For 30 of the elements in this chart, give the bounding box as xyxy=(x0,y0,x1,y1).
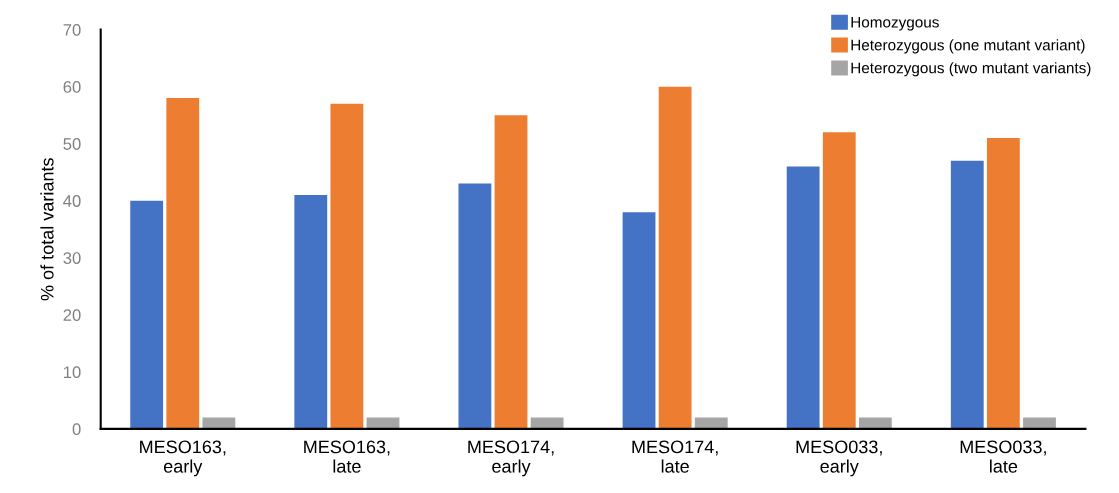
x-tick-label: MESO163, late xyxy=(304,440,390,473)
x-tick-label: MESO033, early xyxy=(796,440,882,477)
x-tick-label: MESO174, early xyxy=(468,440,554,477)
y-tick-label: 20 xyxy=(63,309,81,322)
y-tick-label: 10 xyxy=(64,366,81,379)
bar xyxy=(986,137,1020,429)
y-tick-label: 50 xyxy=(63,138,81,150)
bar xyxy=(294,195,328,429)
y-tick-label: 0 xyxy=(72,423,81,436)
x-tick-label: MESO163, early xyxy=(140,440,226,477)
x-tick-label: MESO174, late xyxy=(632,440,718,473)
bar xyxy=(786,166,820,429)
bar xyxy=(950,160,984,429)
legend-label: Homozygous xyxy=(851,16,939,31)
y-tick-label: 30 xyxy=(63,252,81,264)
bar xyxy=(622,212,656,429)
y-axis-title: % of total variants xyxy=(40,158,54,301)
bar xyxy=(330,103,364,429)
y-tick-label: 60 xyxy=(63,81,81,93)
y-tick-label: 70 xyxy=(63,23,81,36)
y-tick-label: 40 xyxy=(63,195,81,207)
bar xyxy=(166,98,200,429)
bar xyxy=(458,183,492,429)
bar xyxy=(822,132,856,429)
bar xyxy=(658,86,692,429)
x-tick-label: MESO033, late xyxy=(960,440,1046,473)
legend-label: Heterozygous (one mutant variant) xyxy=(851,39,1085,54)
bar xyxy=(494,115,528,429)
legend-label: Heterozygous (two mutant variants) xyxy=(851,62,1091,77)
bar xyxy=(130,200,164,429)
